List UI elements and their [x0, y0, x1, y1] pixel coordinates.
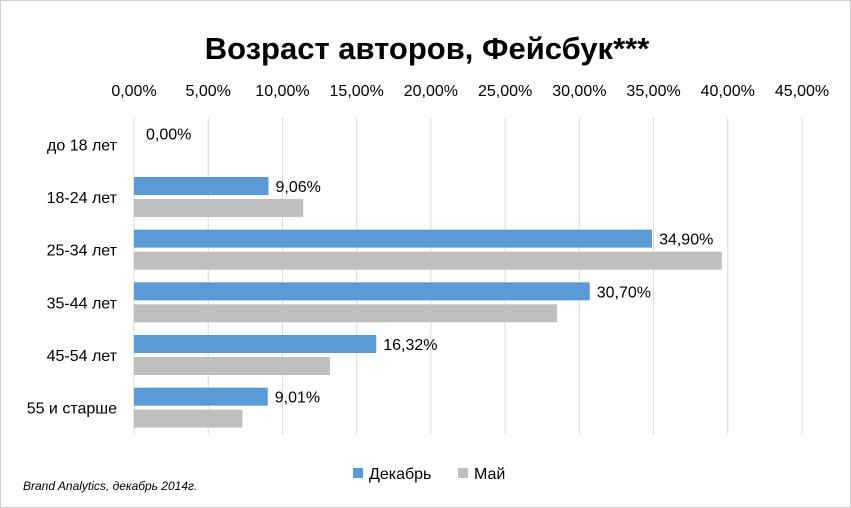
data-labels: 0,00% 9,06% 34,90% 30,70% 16,32% 9,01% — [146, 126, 713, 406]
data-label: 16,32% — [383, 337, 437, 354]
category-label: 55 и старше — [27, 401, 117, 418]
bar-dekabr — [134, 335, 377, 353]
legend-label: Май — [474, 466, 505, 483]
bar-dekabr — [134, 177, 269, 195]
x-axis-tick-labels: 0,00% 5,00% 10,00% 15,00% 20,00% 25,00% 30,00%… — [111, 83, 829, 100]
legend-swatch — [458, 468, 468, 478]
x-tick-label: 15,00% — [330, 83, 384, 100]
legend-label: Декабрь — [369, 466, 431, 483]
legend-swatch — [353, 468, 363, 478]
bar-mai — [134, 304, 558, 323]
data-label: 34,90% — [659, 232, 713, 249]
x-tick-label: 25,00% — [478, 83, 532, 100]
gridlines — [133, 118, 803, 434]
x-tick-label: 0,00% — [111, 83, 156, 100]
x-tick-label: 20,00% — [404, 83, 458, 100]
category-label: 18-24 лет — [47, 190, 118, 207]
bar-mai — [134, 251, 722, 270]
data-label: 0,00% — [146, 126, 191, 143]
source-note: Brand Analytics, декабрь 2014г. — [23, 479, 197, 493]
bar-dekabr — [134, 229, 653, 248]
x-tick-label: 10,00% — [255, 83, 309, 100]
x-tick-label: 45,00% — [775, 83, 829, 100]
bar-dekabr — [134, 387, 268, 406]
bar-dekabr — [134, 282, 590, 301]
legend: Декабрь Май — [353, 466, 505, 483]
category-label: 35-44 лет — [47, 295, 118, 312]
data-label: 9,06% — [275, 179, 320, 196]
category-labels: до 18 лет 18-24 лет 25-34 лет 35-44 лет 45-5… — [27, 137, 118, 417]
chart-title: Возраст авторов, Фейсбук*** — [205, 31, 651, 66]
x-tick-label: 30,00% — [552, 83, 606, 100]
data-label: 30,70% — [597, 284, 651, 301]
category-label: 25-34 лет — [47, 243, 118, 260]
bar-mai — [134, 199, 304, 217]
bars — [134, 177, 722, 428]
bar-mai — [134, 409, 243, 428]
category-label: до 18 лет — [47, 137, 118, 154]
x-tick-label: 5,00% — [186, 83, 231, 100]
data-label: 9,01% — [275, 390, 320, 407]
category-label: 45-54 лет — [47, 348, 118, 365]
bar-mai — [134, 357, 330, 375]
x-tick-label: 40,00% — [701, 83, 755, 100]
x-tick-label: 35,00% — [626, 83, 680, 100]
